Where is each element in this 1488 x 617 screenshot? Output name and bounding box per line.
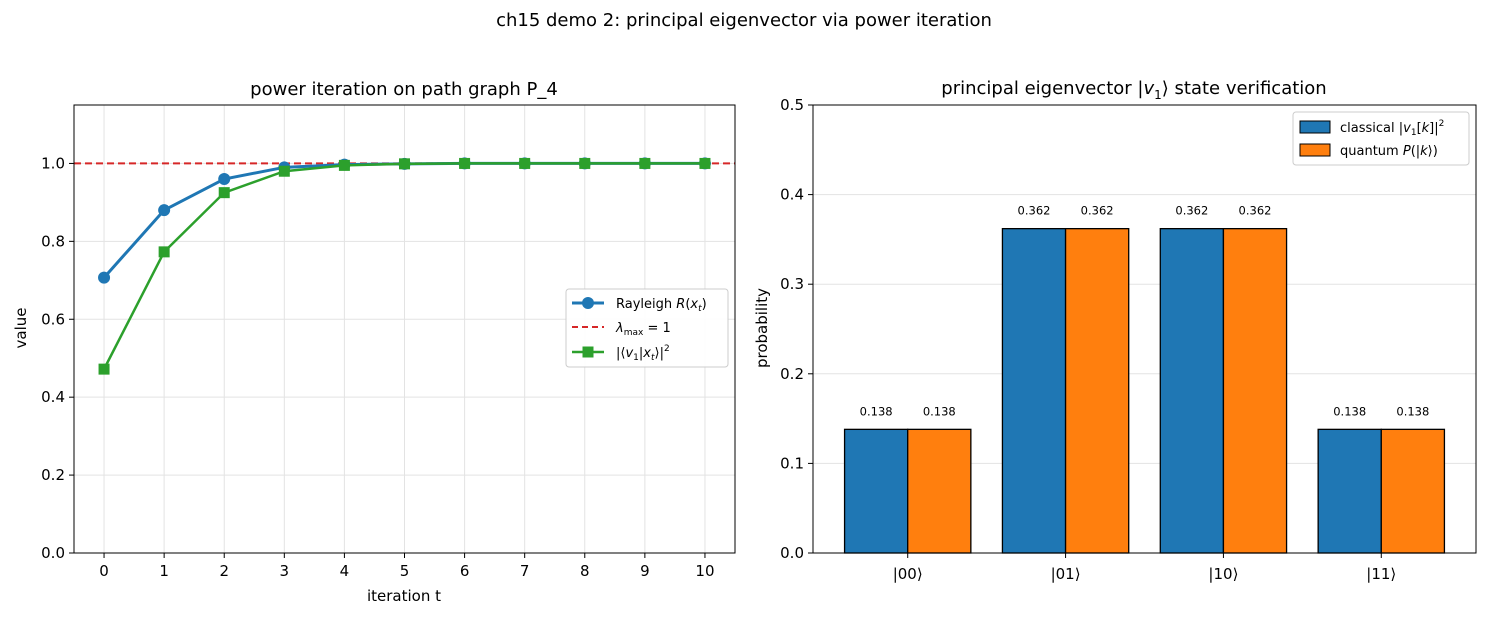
line-chart-series [98,157,711,375]
line-chart-xlabel: iteration t [367,587,441,605]
y-tick-label: 0.5 [780,96,804,114]
y-tick-label: 0.3 [780,275,804,293]
quantum-value-label: 0.362 [1239,204,1272,218]
x-tick-label: 7 [520,562,530,580]
bar-chart-legend: classical |v1[k]|2 quantum P(|k⟩) [1292,111,1470,166]
line-chart-frame [73,104,736,554]
classical-bar [1159,227,1225,554]
quantum-bar [1064,227,1130,554]
line-chart-ticks: 0 1 2 3 4 5 6 7 8 9 10 0.0 0.2 0.4 0.6 0.8 1.0 [41,154,714,580]
quantum-value-label: 0.138 [923,404,956,418]
line-chart-legend: Rayleigh R(xt) λmax = 1 |⟨v1|xt⟩|2 [565,288,729,368]
legend-classical-label: classical |v1[k]|2 [1340,119,1444,138]
classical-bar [1317,428,1382,554]
y-tick-label: 0.0 [780,544,804,562]
overlap-point [278,165,290,177]
y-tick-label: 0.4 [41,388,65,406]
overlap-point [98,363,110,375]
x-tick-label: 2 [219,562,229,580]
legend-overlap-label: |⟨v1|xt⟩|2 [616,344,670,363]
legend-overlap-marker [582,346,594,358]
classical-bar [843,428,909,554]
x-tick-label: |10⟩ [1208,565,1238,583]
quantum-bar [907,428,972,554]
overlap-point [579,157,591,169]
legend-quantum-swatch [1299,143,1331,157]
legend-box [1292,111,1470,166]
bar-chart-title: principal eigenvector |v1⟩ state verific… [941,78,1326,102]
x-tick-label: 3 [280,562,290,580]
bar-chart-bars: 0.138 0.362 0.362 0.138 0.138 0.362 0.362 0.138 [843,204,1446,554]
overlap-point [459,157,471,169]
x-tick-label: 10 [695,562,714,580]
x-tick-label: 4 [340,562,350,580]
x-tick-label: 6 [460,562,470,580]
x-tick-label: |00⟩ [893,565,923,583]
legend-rayleigh-label: Rayleigh R(xt) [616,297,707,314]
rayleigh-point [218,173,231,186]
x-tick-label: |01⟩ [1051,565,1081,583]
y-tick-label: 0.0 [41,544,65,562]
bar-chart-ticks: 0.0 0.1 0.2 0.3 0.4 0.5 |00⟩ |01⟩ |10⟩ |11⟩ [780,96,1396,583]
y-tick-label: 0.1 [780,454,804,472]
y-tick-label: 0.8 [41,232,65,250]
y-tick-label: 0.6 [41,310,65,328]
quantum-bar [1380,428,1446,554]
overlap-point [699,157,711,169]
rayleigh-point [158,204,171,217]
y-tick-label: 1.0 [41,154,65,172]
x-tick-label: 5 [400,562,410,580]
x-tick-label: 8 [580,562,590,580]
line-chart-title: power iteration on path graph P_4 [250,79,558,100]
legend-lambda-label: λmax = 1 [615,321,671,338]
quantum-bar [1222,227,1288,554]
classical-value-label: 0.362 [1175,204,1208,218]
overlap-point [158,246,170,258]
figure-suptitle: ch15 demo 2: principal eigenvector via p… [496,10,992,31]
overlap-point [399,158,410,170]
legend-rayleigh-marker [582,297,594,309]
overlap-point [218,187,230,199]
y-tick-label: 0.2 [41,466,65,484]
x-tick-label: |11⟩ [1366,565,1396,583]
rayleigh-point [98,271,111,284]
line-chart-ylabel: value [12,308,30,349]
y-tick-label: 0.2 [780,365,804,383]
x-tick-label: 1 [159,562,169,580]
line-chart: power iteration on path graph P_4 iterat… [12,79,736,605]
classical-value-label: 0.138 [1333,404,1366,418]
bar-chart-ylabel: probability [753,288,771,368]
bar-chart: principal eigenvector |v1⟩ state verific… [753,78,1477,583]
bar-chart-frame [812,104,1477,554]
legend-quantum-label: quantum P(|k⟩) [1340,144,1438,159]
x-tick-label: 9 [640,562,650,580]
legend-classical-swatch [1299,120,1331,134]
legend-box [565,288,729,368]
classical-value-label: 0.362 [1018,204,1051,218]
x-tick-label: 0 [99,562,109,580]
overlap-point [338,159,350,171]
overlap-point [639,157,651,169]
classical-bar [1001,227,1067,554]
overlap-series [98,157,711,375]
quantum-value-label: 0.138 [1396,404,1429,418]
classical-value-label: 0.138 [860,404,893,418]
overlap-point [519,157,531,169]
y-tick-label: 0.4 [780,186,804,204]
quantum-value-label: 0.362 [1081,204,1114,218]
